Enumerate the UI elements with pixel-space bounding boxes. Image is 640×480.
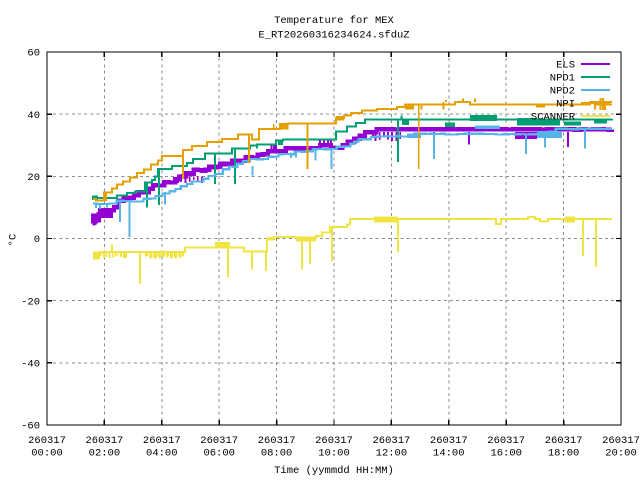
svg-text:260317: 260317 xyxy=(372,435,410,447)
svg-text:02:00: 02:00 xyxy=(89,448,121,460)
svg-text:04:00: 04:00 xyxy=(146,448,178,460)
svg-text:260317: 260317 xyxy=(315,435,353,447)
svg-text:-40: -40 xyxy=(21,358,40,370)
svg-text:NPI: NPI xyxy=(556,99,575,111)
svg-text:08:00: 08:00 xyxy=(261,448,293,460)
svg-text:SCANNER: SCANNER xyxy=(531,112,576,124)
svg-text:NPD1: NPD1 xyxy=(550,73,575,85)
svg-text:20: 20 xyxy=(27,172,40,184)
svg-text:260317: 260317 xyxy=(28,435,66,447)
svg-text:Temperature for MEX: Temperature for MEX xyxy=(274,15,394,27)
svg-text:06:00: 06:00 xyxy=(203,448,235,460)
svg-text:260317: 260317 xyxy=(487,435,525,447)
svg-text:18:00: 18:00 xyxy=(548,448,580,460)
svg-text:260317: 260317 xyxy=(602,435,640,447)
svg-text:12:00: 12:00 xyxy=(376,448,408,460)
svg-text:260317: 260317 xyxy=(258,435,296,447)
svg-text:-60: -60 xyxy=(21,421,40,433)
svg-text:60: 60 xyxy=(27,48,40,60)
svg-text:260317: 260317 xyxy=(200,435,238,447)
svg-text:260317: 260317 xyxy=(545,435,583,447)
svg-text:Time (yymmdd HH:MM): Time (yymmdd HH:MM) xyxy=(274,465,394,477)
svg-text:40: 40 xyxy=(27,110,40,122)
svg-text:20:00: 20:00 xyxy=(605,448,637,460)
svg-text:260317: 260317 xyxy=(430,435,468,447)
svg-text:16:00: 16:00 xyxy=(490,448,522,460)
svg-text:260317: 260317 xyxy=(85,435,123,447)
svg-text:°C: °C xyxy=(8,234,20,247)
svg-text:E_RT20260316234624.sfduZ: E_RT20260316234624.sfduZ xyxy=(258,30,409,42)
svg-text:10:00: 10:00 xyxy=(318,448,350,460)
svg-text:-20: -20 xyxy=(21,296,40,308)
svg-text:NPD2: NPD2 xyxy=(550,86,575,98)
svg-text:14:00: 14:00 xyxy=(433,448,465,460)
svg-text:0: 0 xyxy=(34,234,40,246)
svg-text:00:00: 00:00 xyxy=(31,448,63,460)
svg-text:260317: 260317 xyxy=(143,435,181,447)
svg-text:ELS: ELS xyxy=(556,60,575,72)
